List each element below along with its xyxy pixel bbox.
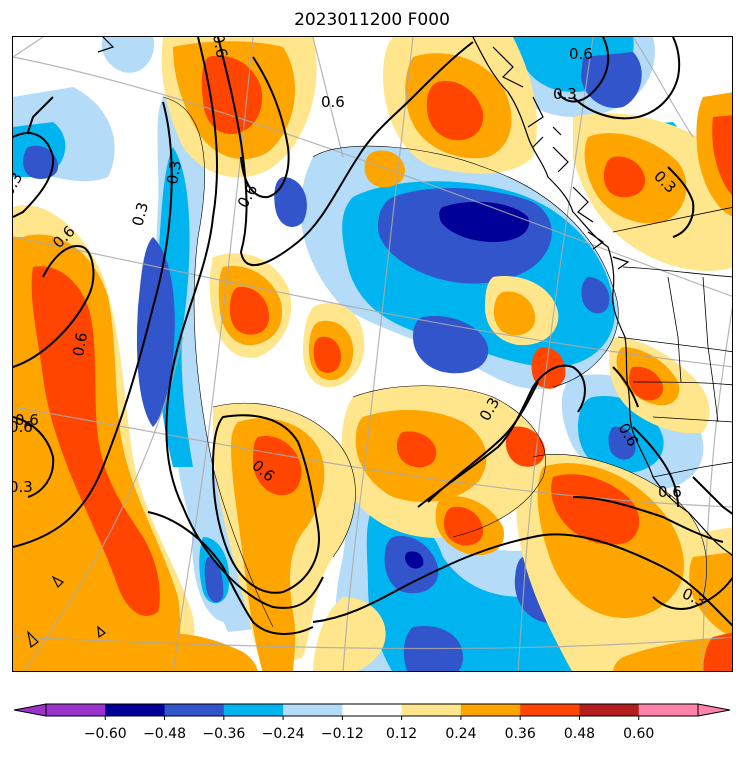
contour-label: 0.6 xyxy=(321,93,345,111)
colorbar-tick-label: −0.12 xyxy=(321,726,364,742)
colorbar-bin xyxy=(283,704,343,716)
state-borders xyxy=(612,207,732,478)
contour-label: 0.6 xyxy=(69,331,91,358)
colorbar-bin xyxy=(342,704,403,716)
anomaly-map: 0.6 0.6 0.3 0.3 0.6 0.6 0.3 0.6 0.3 0.3 … xyxy=(13,37,732,671)
map-title: 2023011200 F000 xyxy=(294,10,450,30)
colorbar-bin xyxy=(579,704,640,716)
colorbar-bin xyxy=(164,704,225,716)
field-red-orange xyxy=(31,55,732,671)
contour-label: 0.6 xyxy=(569,45,593,63)
colorbar-bin xyxy=(105,704,166,716)
colorbar: −0.60 −0.48 −0.36 −0.24 −0.12 0.12 0.24 0.36 0.4… xyxy=(0,698,744,758)
colorbar-tick-label: 0.24 xyxy=(445,726,476,742)
contour-label: 0.3 xyxy=(163,159,185,186)
colorbar-svg: −0.60 −0.48 −0.36 −0.24 −0.12 0.12 0.24 0.36 0.4… xyxy=(13,703,731,742)
colorbar-tick-label: −0.36 xyxy=(202,726,245,742)
contour-label: 0.6 xyxy=(13,418,33,436)
colorbar-ticks: −0.60 −0.48 −0.36 −0.24 −0.12 0.12 0.24 0.36 0.4… xyxy=(84,716,654,742)
contour-lines xyxy=(13,37,732,635)
colorbar-bins xyxy=(46,704,698,716)
colorbar-tick-label: −0.60 xyxy=(84,726,127,742)
colorbar-bin xyxy=(46,704,106,716)
contour-label: 0.6 xyxy=(658,483,682,501)
colorbar-extend-high xyxy=(697,703,731,717)
colorbar-tick-label: 0.12 xyxy=(386,726,417,742)
field-navy xyxy=(404,201,529,569)
contour-label: 0.3 xyxy=(128,200,152,228)
contour-label: 0.3 xyxy=(13,478,33,496)
map-panel: 0.6 0.6 0.3 0.3 0.6 0.6 0.3 0.6 0.3 0.3 … xyxy=(12,36,733,672)
colorbar-bin xyxy=(401,704,462,716)
colorbar-tick-label: −0.24 xyxy=(262,726,305,742)
colorbar-bin xyxy=(638,704,698,716)
colorbar-bin xyxy=(520,704,580,716)
contour-label: 0.3 xyxy=(553,85,577,103)
colorbar-tick-label: −0.48 xyxy=(143,726,186,742)
contour-label: 0.6 xyxy=(15,411,39,429)
colorbar-bin xyxy=(460,704,521,716)
colorbar-tick-label: 0.60 xyxy=(623,726,654,742)
colorbar-tick-label: 0.48 xyxy=(564,726,595,742)
colorbar-bin xyxy=(223,704,284,716)
colorbar-tick-label: 0.36 xyxy=(505,726,536,742)
contour-label: 0.6 xyxy=(209,37,231,59)
colorbar-extend-low xyxy=(13,703,47,717)
colorbar-outline xyxy=(45,703,699,717)
